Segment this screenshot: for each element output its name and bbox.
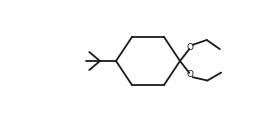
Text: O: O <box>187 70 194 79</box>
Text: O: O <box>187 43 194 52</box>
